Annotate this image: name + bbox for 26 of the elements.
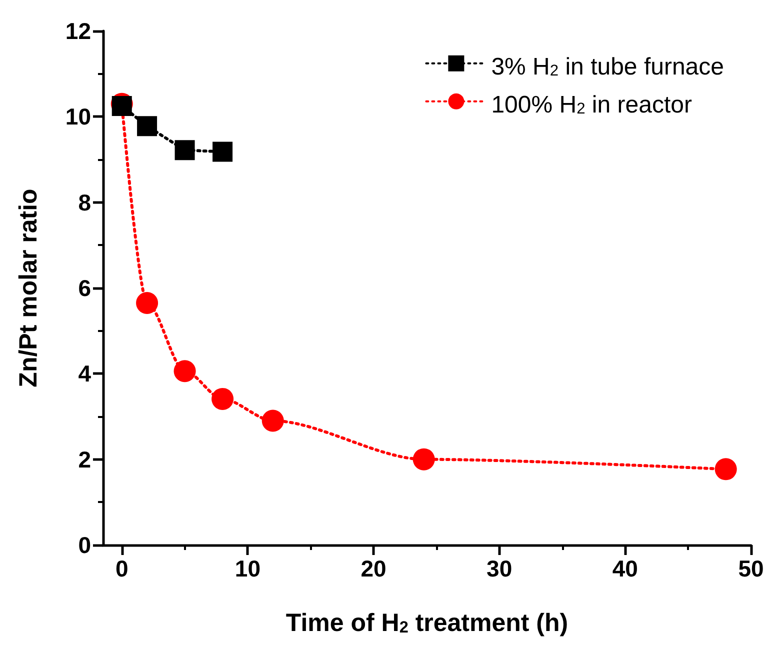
- y-tick-label: 6: [78, 275, 91, 301]
- legend-label: 100% H2 in reactor: [491, 92, 692, 118]
- y-tick-label: 8: [78, 189, 92, 216]
- legend-label: 3% H2 in tube furnace: [491, 54, 724, 80]
- x-tick-label: 50: [738, 556, 764, 582]
- y-tick-label: 12: [65, 18, 91, 44]
- point: [174, 360, 196, 382]
- y-axis-title: Zn/Pt molar ratio: [14, 188, 42, 388]
- point: [212, 388, 234, 410]
- x-tick-label: 20: [360, 556, 386, 582]
- point: [174, 140, 195, 160]
- y-tick-label: 4: [78, 360, 92, 387]
- point: [136, 292, 158, 314]
- y-tick-label: 10: [65, 104, 91, 130]
- y-tick-label: 0: [78, 532, 91, 558]
- x-tick-label: 0: [115, 556, 128, 582]
- x-tick-label: 10: [234, 556, 260, 582]
- point: [412, 448, 435, 470]
- x-tick-label: 30: [486, 556, 512, 582]
- point: [212, 142, 233, 162]
- point: [137, 116, 158, 136]
- point: [262, 410, 284, 432]
- y-tick-label: 2: [78, 446, 91, 472]
- x-tick-label: 40: [612, 556, 638, 582]
- x-axis-title: Time of H2 treatment (h): [286, 609, 568, 637]
- point: [714, 458, 737, 480]
